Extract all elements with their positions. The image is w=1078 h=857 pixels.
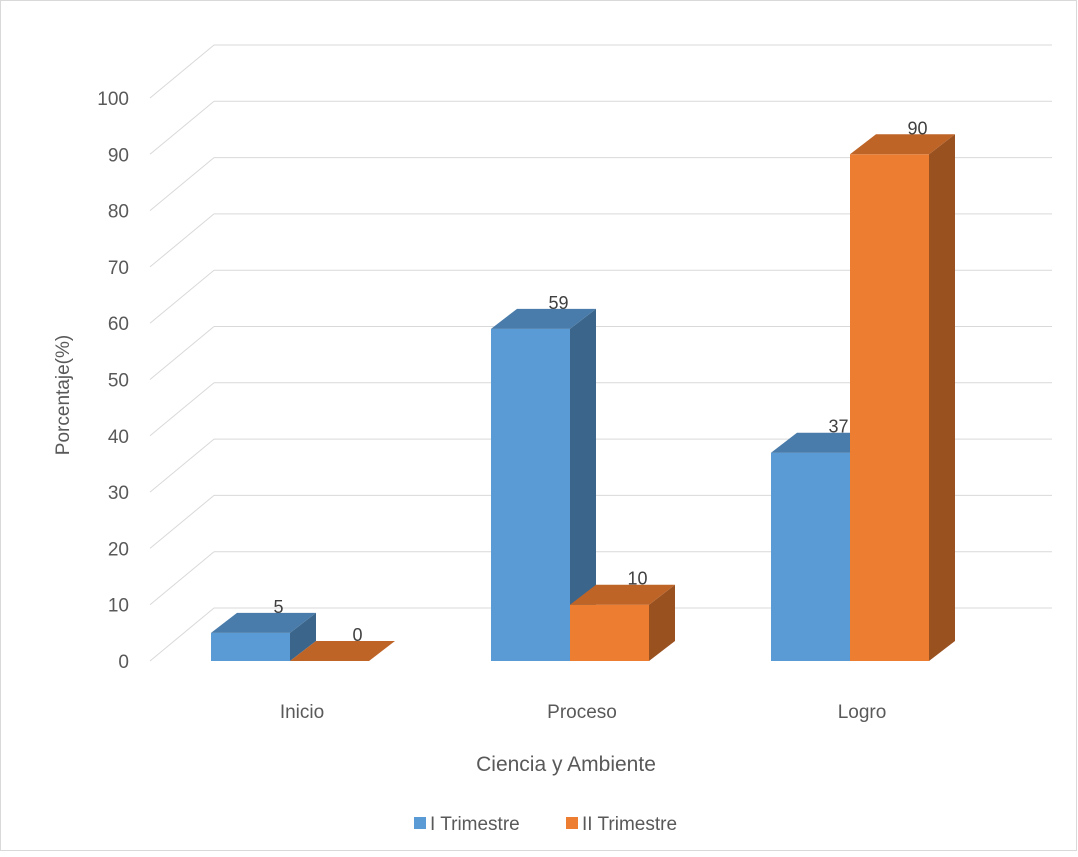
- bar-side: [290, 612, 316, 661]
- x-tick-label: Proceso: [547, 702, 617, 723]
- data-label: 10: [627, 569, 647, 589]
- y-axis-title: Porcentaje(%): [53, 335, 74, 455]
- data-label: 37: [828, 417, 848, 437]
- legend-swatch: [414, 817, 426, 829]
- legend: I Trimestre II Trimestre: [414, 814, 677, 835]
- gridline-side: [149, 326, 215, 380]
- bar-proceso-1: [491, 308, 596, 661]
- y-tick-label: 10: [108, 596, 129, 617]
- bar-inicio-1: [211, 612, 316, 661]
- bar-proceso-2: [570, 584, 675, 661]
- gridline-side: [149, 382, 215, 437]
- gridline-side: [149, 607, 215, 662]
- y-tick-label: 60: [108, 314, 129, 335]
- gridline-side: [149, 157, 215, 211]
- y-tick-label: 70: [108, 258, 129, 279]
- legend-swatch: [566, 817, 578, 829]
- bar-front: [211, 632, 290, 661]
- y-tick-label: 0: [118, 652, 129, 673]
- x-axis-title: Ciencia y Ambiente: [476, 753, 656, 776]
- y-axis-ticks: 0 10 20 30 40 50 60 70 80 90 100: [97, 89, 129, 673]
- y-tick-label: 40: [108, 427, 129, 448]
- bar-top: [771, 432, 876, 453]
- y-tick-label: 50: [108, 371, 129, 392]
- gridline-side: [149, 495, 215, 549]
- gridline-side: [149, 100, 215, 155]
- bar-front: [570, 604, 649, 661]
- y-tick-label: 20: [108, 539, 129, 560]
- data-label: 90: [907, 118, 927, 138]
- bar-inicio-2: [290, 641, 395, 661]
- data-label: 59: [548, 293, 568, 313]
- bar-side: [570, 308, 596, 661]
- bar-front: [491, 328, 570, 661]
- bar-logro-2: [850, 134, 955, 662]
- bar-top: [211, 612, 316, 633]
- bars: [211, 134, 955, 662]
- bar-side: [929, 134, 955, 662]
- x-tick-label: Inicio: [280, 702, 324, 723]
- gridline-side: [149, 213, 215, 268]
- x-tick-label: Logro: [838, 702, 887, 723]
- x-axis-ticks: Inicio Proceso Logro: [280, 702, 886, 723]
- legend-item: II Trimestre: [566, 814, 677, 835]
- data-label: 0: [352, 625, 362, 645]
- bar-front: [771, 452, 850, 661]
- y-tick-label: 80: [108, 202, 129, 223]
- gridline-side: [149, 438, 215, 493]
- data-label: 5: [273, 597, 283, 617]
- y-tick-label: 100: [97, 89, 129, 110]
- gridline-side: [149, 269, 215, 324]
- bar-top: [850, 134, 955, 155]
- gridline-side: [149, 44, 215, 99]
- data-labels: 5 0 59 10 37 90: [273, 118, 927, 645]
- bar-front: [850, 154, 929, 662]
- legend-item: I Trimestre: [414, 814, 520, 835]
- legend-label: II Trimestre: [582, 814, 677, 835]
- bar-side: [649, 584, 675, 661]
- legend-label: I Trimestre: [430, 814, 520, 835]
- bar-top: [491, 308, 596, 329]
- y-tick-label: 30: [108, 483, 129, 504]
- y-tick-label: 90: [108, 145, 129, 166]
- bar-top: [570, 584, 675, 605]
- gridline-side: [149, 551, 215, 606]
- bar-top: [290, 641, 395, 661]
